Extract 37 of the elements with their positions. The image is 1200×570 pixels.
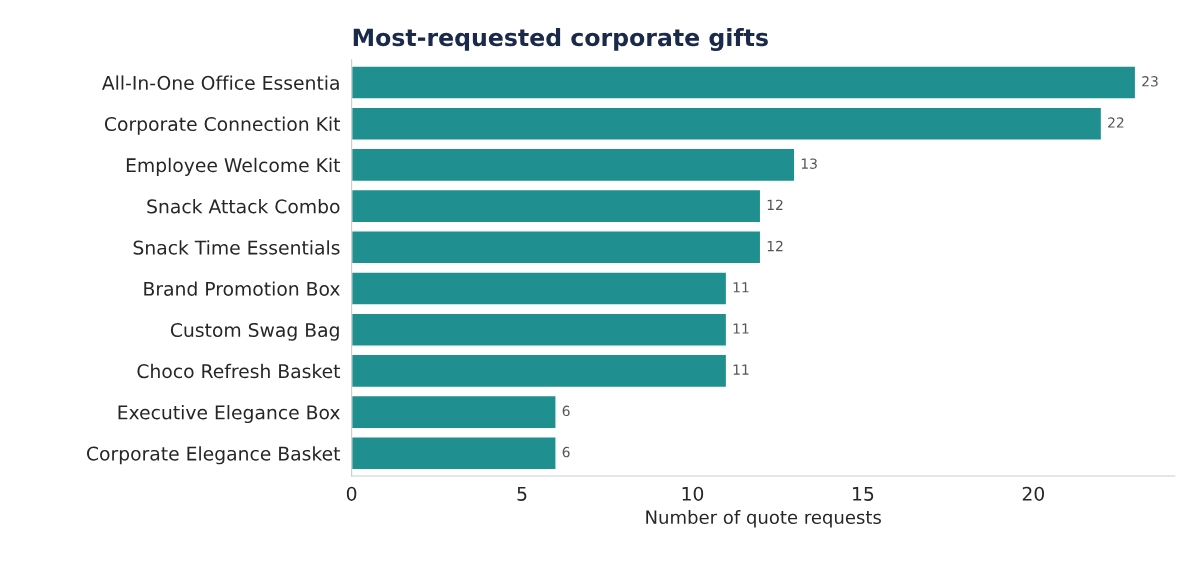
x-tick-label: 0	[346, 486, 357, 501]
data-label: 6	[562, 446, 570, 458]
bar	[351, 271, 728, 306]
bar	[351, 147, 796, 183]
y-tick-label: Corporate Connection Kit	[104, 116, 341, 135]
y-tick-label: Snack Attack Combo	[147, 198, 340, 214]
bar	[351, 312, 728, 347]
y-tick-label: Employee Welcome Kit	[126, 157, 341, 176]
bar	[351, 394, 557, 430]
data-label: 11	[733, 364, 749, 375]
data-label: 6	[562, 405, 570, 417]
data-label: 22	[1108, 117, 1124, 128]
data-label: 23	[1142, 76, 1158, 87]
x-axis-title: Number of quote requests	[646, 510, 881, 528]
data-label: 12	[767, 199, 783, 210]
x-tick-label: 10	[682, 486, 704, 501]
bar	[351, 188, 762, 224]
data-label: 12	[767, 240, 783, 252]
y-tick-label: Custom Swag Bag	[170, 322, 339, 341]
x-tick-label: 20	[1022, 486, 1045, 501]
y-tick-label: Executive Elegance Box	[118, 404, 340, 424]
data-label: 11	[733, 323, 749, 334]
bar	[351, 230, 762, 265]
bar	[351, 436, 557, 471]
y-tick-label: Brand Promotion Box	[144, 281, 340, 296]
y-tick-label: Choco Refresh Basket	[137, 363, 341, 379]
bar	[351, 65, 1137, 100]
data-label: 11	[733, 282, 749, 293]
y-tick-label: Corporate Elegance Basket	[86, 446, 341, 465]
y-tick-label: All-In-One Office Essentia	[101, 75, 339, 90]
bar	[351, 353, 728, 389]
x-tick-label: 5	[517, 486, 527, 501]
bar	[351, 106, 1103, 141]
data-label: 13	[801, 158, 817, 169]
y-tick-label: Snack Time Essentials	[133, 240, 340, 255]
chart-title: Most-requested corporate gifts	[353, 28, 768, 52]
x-tick-label: 15	[853, 486, 874, 501]
